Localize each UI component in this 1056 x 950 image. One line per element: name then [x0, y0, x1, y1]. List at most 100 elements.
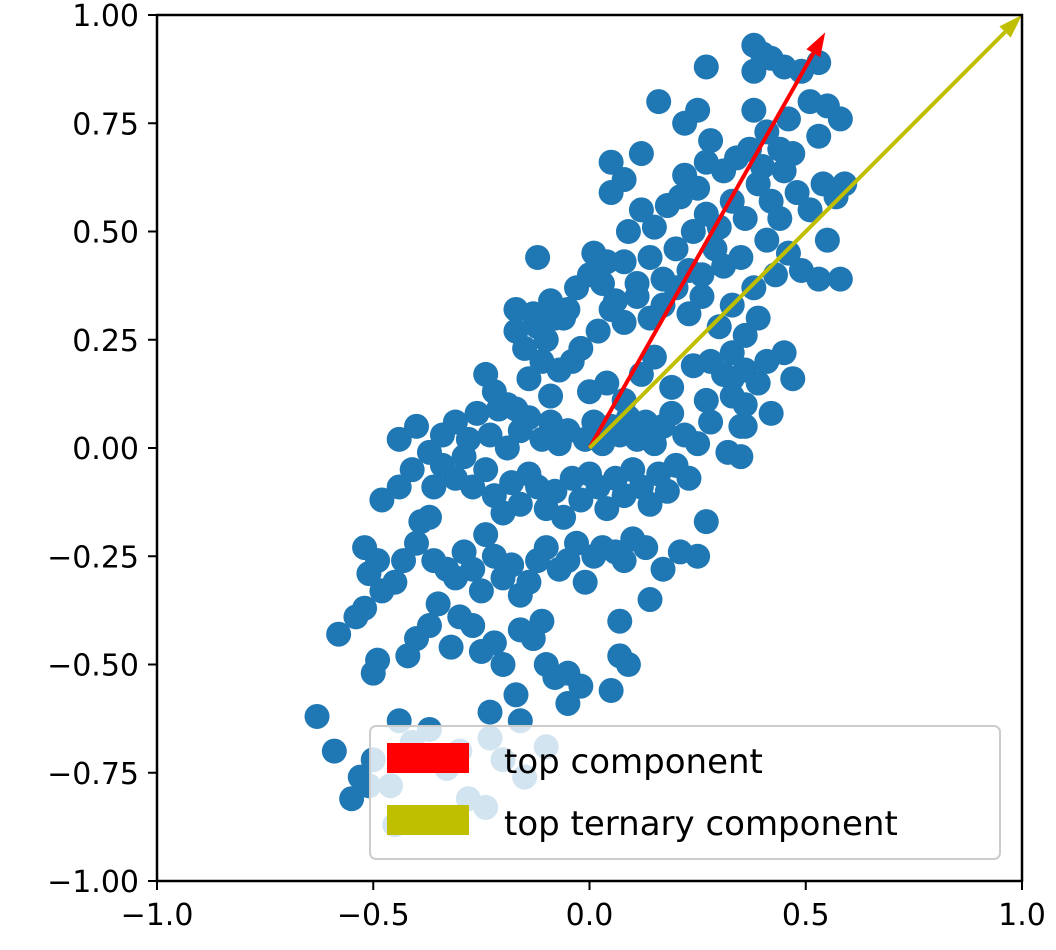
- data-point: [659, 374, 685, 400]
- data-point: [698, 409, 724, 435]
- y-axis: 1.00 0.75 0.50 0.25 0.00 −0.25 −0.50 −0.75 −1.00: [47, 0, 157, 900]
- y-tick-label: 1.00: [72, 0, 139, 34]
- data-point: [806, 123, 832, 149]
- data-point: [585, 318, 611, 344]
- data-point: [750, 41, 775, 67]
- data-point: [745, 305, 771, 331]
- data-point: [598, 149, 624, 175]
- arrow-shaft: [588, 30, 1007, 450]
- data-point: [564, 530, 590, 556]
- data-point: [827, 266, 853, 292]
- data-point: [365, 647, 391, 673]
- data-point: [404, 413, 429, 439]
- data-point: [602, 288, 628, 314]
- data-point: [628, 141, 654, 167]
- data-point: [814, 227, 840, 253]
- data-point: [533, 327, 559, 353]
- data-point: [538, 383, 564, 409]
- data-point: [386, 426, 412, 452]
- data-point: [551, 305, 577, 331]
- arrow-head: [999, 15, 1022, 38]
- data-point: [628, 197, 654, 223]
- data-point: [689, 262, 715, 288]
- data-point: [611, 548, 637, 574]
- x-tick-label: −1.0: [121, 898, 194, 933]
- legend: top component top ternary component: [369, 725, 1001, 860]
- data-point: [512, 335, 538, 361]
- y-tick-label: 0.00: [72, 432, 139, 467]
- data-point: [525, 244, 551, 270]
- data-point: [477, 422, 503, 448]
- data-point: [728, 244, 754, 270]
- legend-swatch-top-ternary-component: [387, 805, 469, 835]
- data-point: [693, 509, 719, 535]
- data-point: [352, 595, 378, 621]
- data-point: [399, 457, 425, 483]
- data-point: [468, 578, 494, 604]
- data-point: [711, 361, 737, 387]
- data-point: [442, 409, 468, 435]
- y-tick-label: −0.50: [47, 649, 139, 684]
- data-point: [676, 465, 702, 491]
- legend-box: [369, 725, 1001, 860]
- data-point: [646, 89, 672, 115]
- data-point: [594, 370, 620, 396]
- data-point: [767, 206, 793, 232]
- data-point: [784, 180, 810, 206]
- data-point: [633, 535, 659, 561]
- arrows-layer: [587, 15, 1022, 450]
- data-point: [473, 457, 499, 483]
- legend-label-top-ternary-component: top ternary component: [504, 804, 898, 844]
- data-point: [615, 652, 641, 677]
- data-point: [780, 141, 806, 167]
- data-point: [464, 400, 490, 426]
- x-tick-label: −0.5: [337, 898, 410, 933]
- data-point: [365, 548, 391, 574]
- data-point: [780, 366, 806, 392]
- arrow-top-ternary-component: [588, 15, 1022, 450]
- y-tick-label: 0.75: [72, 107, 139, 142]
- data-point: [529, 608, 555, 634]
- data-point: [650, 266, 676, 292]
- y-tick-label: −0.25: [47, 540, 139, 575]
- data-point: [455, 426, 481, 452]
- data-point: [650, 556, 676, 582]
- data-point: [304, 703, 330, 729]
- x-axis: −1.0 −0.5 0.0 0.5 1.0: [121, 881, 1046, 933]
- data-point: [637, 587, 663, 613]
- data-point: [659, 400, 685, 426]
- arrow-shaft: [587, 52, 816, 449]
- data-point: [637, 491, 663, 517]
- data-point: [499, 552, 525, 578]
- data-point: [750, 154, 775, 180]
- data-point: [408, 509, 434, 535]
- data-point: [568, 487, 594, 513]
- data-point: [685, 431, 711, 457]
- data-point: [641, 214, 667, 240]
- data-point: [732, 206, 758, 232]
- data-point: [481, 630, 507, 656]
- data-point: [594, 496, 620, 522]
- data-point: [685, 175, 711, 201]
- y-tick-label: 0.25: [72, 324, 139, 359]
- data-point: [732, 413, 758, 439]
- data-point: [386, 474, 412, 500]
- data-point: [568, 673, 594, 699]
- data-point: [382, 569, 408, 595]
- data-point: [460, 474, 486, 500]
- data-point: [680, 219, 706, 244]
- data-point: [421, 474, 447, 500]
- data-point: [771, 340, 797, 366]
- data-point: [321, 738, 347, 764]
- data-point: [685, 543, 711, 569]
- data-point: [719, 383, 745, 409]
- data-point: [572, 569, 598, 595]
- data-point: [728, 444, 754, 470]
- y-tick-label: −1.00: [47, 865, 139, 900]
- data-point: [490, 652, 516, 677]
- x-tick-label: 1.0: [998, 898, 1046, 933]
- data-point: [732, 322, 758, 348]
- data-point: [641, 344, 667, 370]
- data-point: [416, 613, 442, 639]
